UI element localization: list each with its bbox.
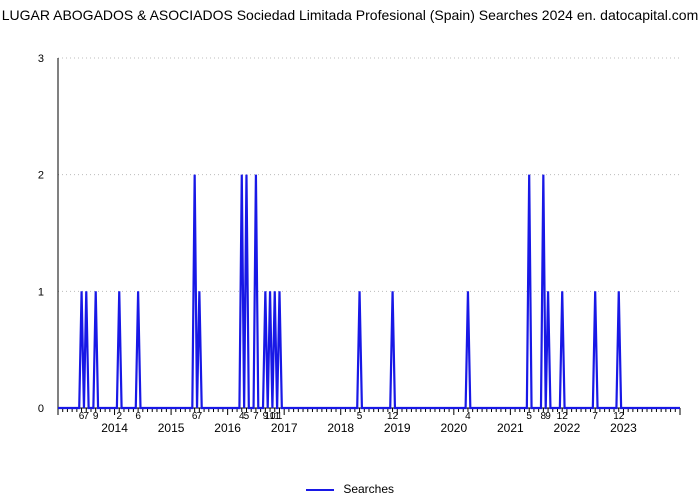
x-year-label: 2019 xyxy=(384,421,411,435)
x-year-label: 2021 xyxy=(497,421,524,435)
x-year-label: 2020 xyxy=(440,421,467,435)
point-label: 7 xyxy=(197,411,203,422)
point-label: 5 xyxy=(357,411,363,422)
point-label: 6 xyxy=(135,411,141,422)
y-tick-label: 2 xyxy=(38,170,44,182)
x-year-label: 2015 xyxy=(158,421,185,435)
x-year-label: 2022 xyxy=(554,421,581,435)
x-year-label: 2018 xyxy=(327,421,354,435)
point-label: 7 xyxy=(592,411,598,422)
y-tick-label: 1 xyxy=(38,286,44,298)
y-tick-label: 3 xyxy=(38,53,44,65)
chart-title: LUGAR ABOGADOS & ASOCIADOS Sociedad Limi… xyxy=(0,6,700,24)
y-tick-label: 0 xyxy=(38,403,44,415)
point-label: 7 xyxy=(253,411,259,422)
point-label: 9 xyxy=(93,411,99,422)
legend: Searches xyxy=(0,482,700,496)
x-year-label: 2017 xyxy=(271,421,298,435)
point-label: 2 xyxy=(116,411,122,422)
legend-swatch xyxy=(306,489,334,491)
point-label: 1 xyxy=(277,411,283,422)
x-year-label: 2016 xyxy=(214,421,241,435)
point-label: 7 xyxy=(83,411,89,422)
point-label: 5 xyxy=(526,411,532,422)
point-label: 9 xyxy=(545,411,551,422)
point-label: 4 xyxy=(465,411,471,422)
legend-label: Searches xyxy=(343,482,394,496)
x-year-label: 2023 xyxy=(610,421,637,435)
point-label: 12 xyxy=(387,411,399,422)
point-label: 12 xyxy=(557,411,569,422)
x-year-label: 2014 xyxy=(101,421,128,435)
plot-area: 0123201420152016201720182019202020212022… xyxy=(52,54,684,444)
point-label: 12 xyxy=(613,411,625,422)
point-label: 5 xyxy=(244,411,250,422)
